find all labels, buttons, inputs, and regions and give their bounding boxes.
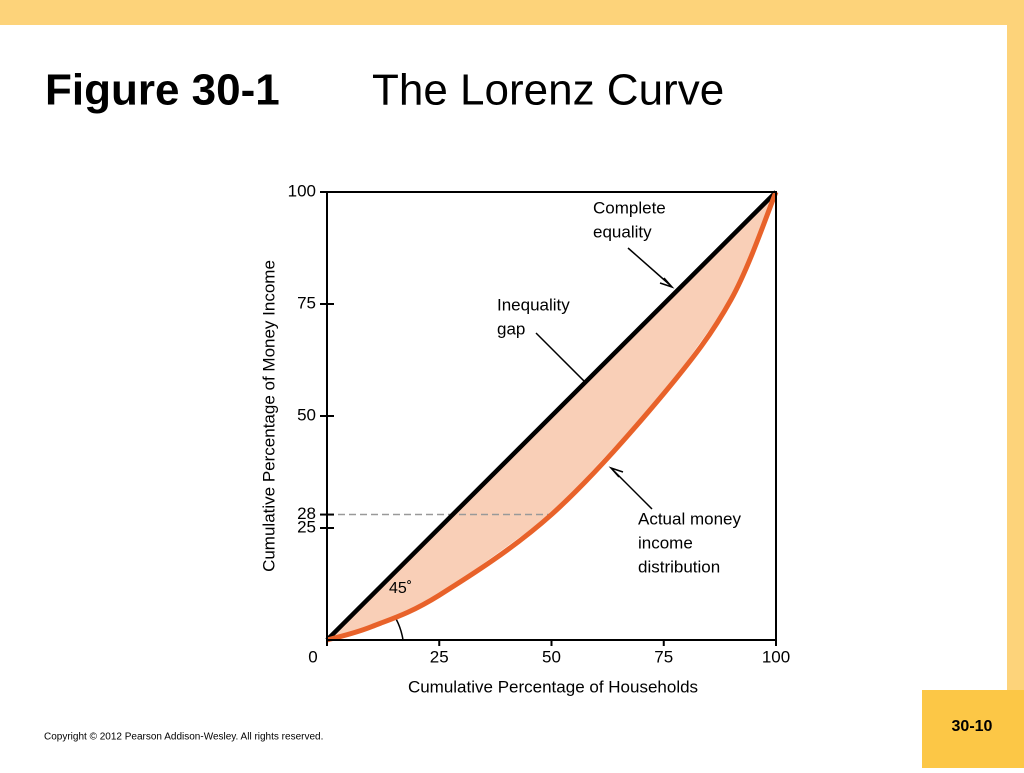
page-number: 30-10: [952, 718, 993, 735]
y-tick-label: 100: [288, 181, 316, 200]
arrowhead: [659, 277, 675, 289]
annotation: equality: [593, 222, 652, 241]
annotation: Complete: [593, 198, 666, 217]
arrowhead: [608, 466, 624, 478]
title-bold: Figure 30-1: [45, 66, 280, 115]
x-tick-label: 50: [542, 647, 561, 666]
annotation: Actual money: [638, 509, 741, 528]
top-band: [0, 0, 1024, 25]
page-box: [922, 690, 1024, 768]
series-line: [325, 190, 778, 642]
annotation: gap: [497, 319, 525, 338]
y-tick-label: 50: [297, 405, 316, 424]
annotation: income: [638, 533, 693, 552]
copyright: Copyright © 2012 Pearson Addison-Wesley.…: [44, 732, 323, 743]
annotation: Inequality: [497, 295, 570, 314]
angle-label: 45˚: [389, 580, 412, 597]
x-tick-label: 0: [308, 647, 317, 666]
y-tick-label: 28: [297, 504, 316, 523]
arrow: [627, 247, 671, 286]
annotation: distribution: [638, 557, 720, 576]
x-axis-label: Cumulative Percentage of Households: [408, 677, 698, 696]
right-band: [1007, 25, 1024, 690]
series-line: [326, 191, 779, 643]
y-axis-label: Cumulative Percentage of Money Income: [259, 260, 278, 572]
title: The Lorenz Curve: [372, 66, 724, 115]
x-tick-label: 100: [762, 647, 790, 666]
x-tick-label: 25: [430, 647, 449, 666]
y-tick-label: 75: [297, 293, 316, 312]
y-tick-label: 25: [297, 517, 316, 536]
x-tick-label: 75: [654, 647, 673, 666]
